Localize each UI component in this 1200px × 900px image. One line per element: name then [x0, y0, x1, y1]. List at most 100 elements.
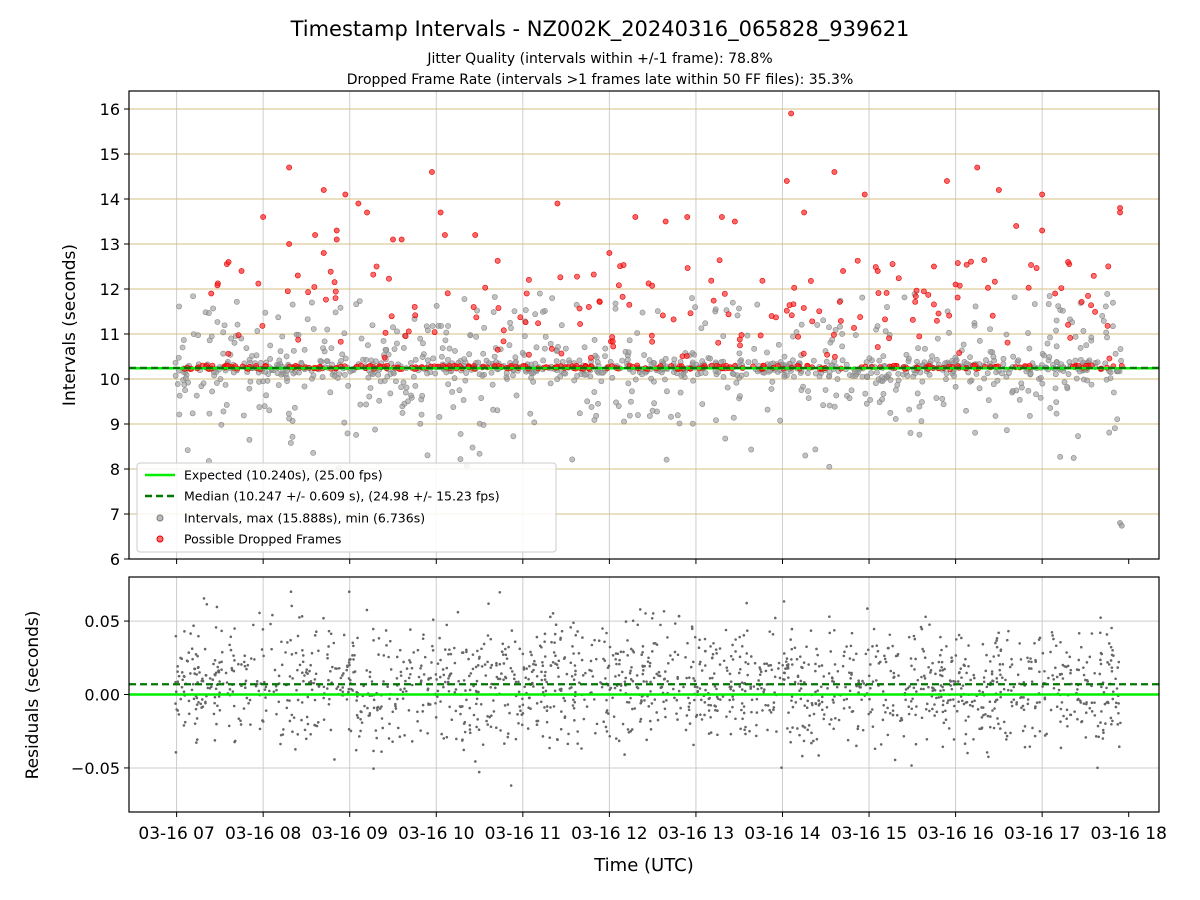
- residual-point: [359, 729, 362, 733]
- interval-point: [310, 372, 317, 379]
- residual-point: [997, 654, 1000, 657]
- residual-point: [712, 672, 716, 675]
- interval-point: [879, 374, 885, 380]
- residual-point: [445, 623, 449, 627]
- residual-point: [275, 712, 278, 716]
- top-y-axis-label: Intervals (seconds): [60, 244, 80, 406]
- dropped-frame-point: [731, 218, 738, 225]
- interval-point: [862, 390, 869, 397]
- residual-point: [328, 697, 331, 701]
- residual-point: [1107, 663, 1111, 666]
- residual-point: [729, 687, 733, 691]
- interval-point: [1053, 359, 1060, 365]
- residual-point: [699, 660, 702, 664]
- residual-point: [302, 679, 305, 683]
- residual-point: [768, 630, 772, 633]
- residual-point: [630, 728, 634, 731]
- interval-point: [868, 370, 875, 377]
- interval-point: [1058, 361, 1065, 368]
- interval-point: [491, 294, 498, 300]
- residual-point: [721, 695, 725, 698]
- residual-point: [605, 698, 608, 702]
- residual-point: [1094, 735, 1098, 738]
- residual-point: [848, 689, 852, 693]
- interval-point: [418, 396, 425, 403]
- residual-point: [313, 634, 317, 637]
- interval-point: [412, 383, 419, 389]
- residual-point: [545, 680, 548, 684]
- residual-point: [1020, 695, 1023, 699]
- interval-point: [460, 397, 467, 403]
- residual-point: [306, 695, 310, 699]
- residual-point: [242, 707, 246, 710]
- interval-point: [641, 352, 648, 358]
- residual-point: [176, 670, 179, 673]
- residual-point: [716, 697, 720, 701]
- interval-point: [172, 372, 179, 379]
- interval-point: [390, 324, 396, 331]
- top-y-tick-label: 10: [100, 370, 120, 389]
- residual-point: [1093, 671, 1096, 675]
- residual-point: [920, 675, 923, 679]
- interval-point: [967, 354, 973, 361]
- residual-point: [501, 642, 505, 646]
- residual-point: [1063, 664, 1066, 668]
- residual-point: [714, 648, 718, 651]
- residual-point: [998, 663, 1002, 666]
- residual-point: [846, 738, 850, 742]
- residual-point: [220, 660, 223, 664]
- residual-point: [526, 727, 530, 730]
- residual-point: [426, 687, 430, 691]
- residual-point: [410, 683, 414, 687]
- residual-point: [201, 677, 204, 681]
- dropped-frame-point: [214, 282, 221, 289]
- residual-point: [631, 679, 635, 683]
- residual-point: [621, 722, 625, 726]
- interval-point: [1025, 387, 1032, 394]
- residual-point: [563, 716, 567, 720]
- residual-point: [921, 647, 924, 651]
- residual-point: [230, 666, 234, 670]
- interval-point: [990, 381, 997, 388]
- residual-point: [1054, 666, 1057, 670]
- dropped-frame-point: [355, 200, 362, 207]
- residual-point: [447, 677, 450, 680]
- residual-point: [405, 667, 409, 670]
- residual-point: [642, 680, 646, 683]
- residual-point: [496, 677, 500, 681]
- residual-point: [229, 648, 233, 652]
- residual-point: [189, 672, 192, 675]
- residual-point: [257, 689, 261, 693]
- interval-point: [488, 369, 495, 376]
- residual-point: [693, 698, 696, 702]
- residual-point: [292, 716, 296, 719]
- residual-point: [1115, 687, 1119, 690]
- interval-point: [668, 413, 674, 420]
- residual-point: [1098, 631, 1102, 635]
- residual-point: [967, 664, 970, 668]
- residual-point: [498, 590, 502, 594]
- residual-point: [1050, 631, 1054, 634]
- residual-point: [825, 705, 829, 709]
- residual-point: [264, 696, 267, 699]
- residual-point: [782, 652, 786, 655]
- interval-point: [895, 377, 902, 384]
- residual-point: [866, 607, 869, 610]
- residual-point: [605, 631, 608, 635]
- residual-point: [859, 685, 862, 689]
- residual-point: [814, 662, 817, 666]
- residual-point: [449, 652, 453, 656]
- residual-point: [923, 677, 927, 680]
- interval-point: [810, 357, 817, 364]
- interval-point: [387, 390, 394, 397]
- residual-point: [187, 651, 191, 654]
- residual-point: [823, 713, 826, 716]
- residual-point: [707, 709, 711, 712]
- residual-point: [831, 677, 834, 680]
- residual-point: [305, 668, 309, 671]
- dropped-frame-point: [558, 350, 565, 357]
- residual-point: [478, 655, 481, 659]
- residual-point: [322, 718, 326, 721]
- residual-point: [441, 668, 445, 671]
- residual-point: [614, 657, 617, 661]
